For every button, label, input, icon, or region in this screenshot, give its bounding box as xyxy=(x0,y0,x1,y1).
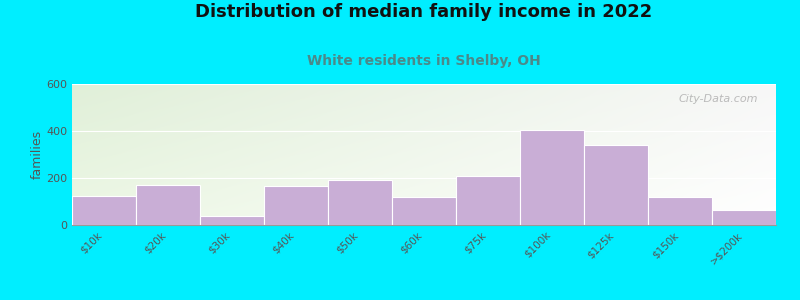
Bar xyxy=(200,216,264,225)
Bar xyxy=(648,197,712,225)
Bar xyxy=(264,186,328,225)
Text: Distribution of median family income in 2022: Distribution of median family income in … xyxy=(195,3,653,21)
Bar xyxy=(584,145,648,225)
Bar xyxy=(136,185,200,225)
Text: City-Data.com: City-Data.com xyxy=(679,94,758,104)
Bar xyxy=(392,197,456,225)
Y-axis label: families: families xyxy=(30,130,43,179)
Text: White residents in Shelby, OH: White residents in Shelby, OH xyxy=(307,54,541,68)
Bar xyxy=(712,210,776,225)
Bar xyxy=(72,196,136,225)
Bar xyxy=(456,176,520,225)
Bar xyxy=(328,180,392,225)
Bar xyxy=(520,130,584,225)
